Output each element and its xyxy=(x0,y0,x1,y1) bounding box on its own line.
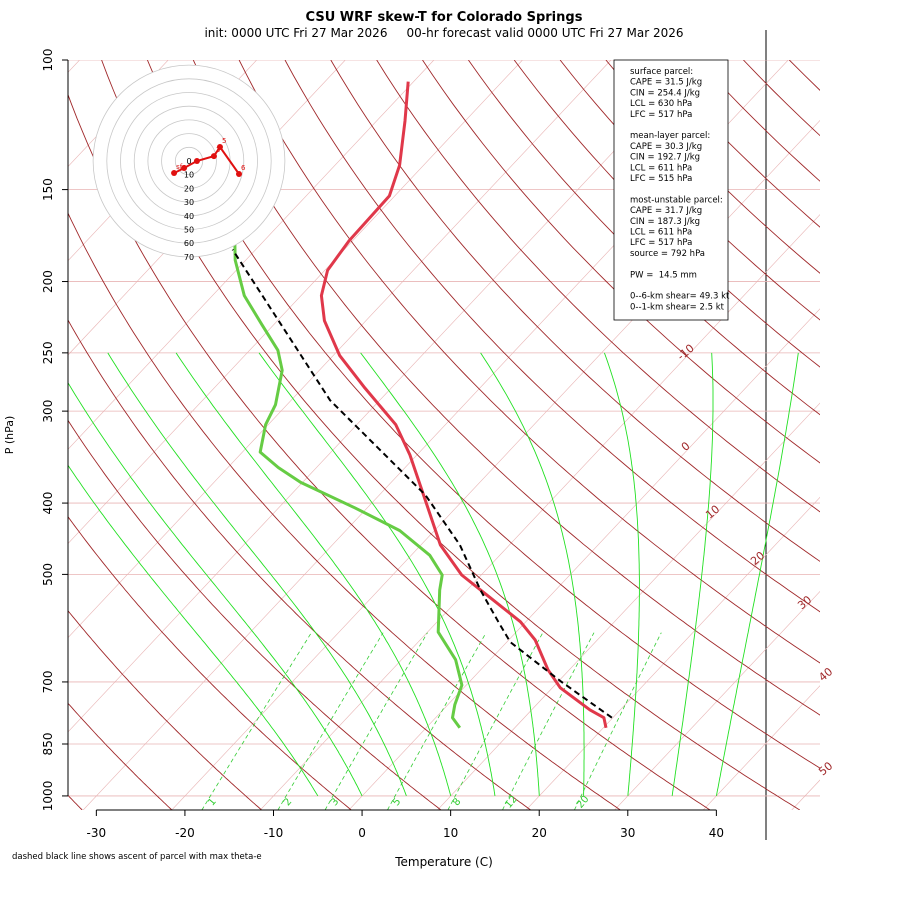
x-tick-label: 0 xyxy=(358,826,366,840)
stats-line: 0--6-km shear= 49.3 kt xyxy=(630,292,730,302)
y-tick-label: 1000 xyxy=(41,781,55,812)
stats-line: LFC = 515 hPa xyxy=(630,174,692,184)
stats-line: CAPE = 31.5 J/kg xyxy=(630,78,702,88)
x-tick-label: 40 xyxy=(709,826,724,840)
stats-line: LCL = 611 hPa xyxy=(630,228,692,238)
stats-line: CIN = 187.3 J/kg xyxy=(630,217,700,227)
hodograph-point-label: 6 xyxy=(241,164,246,172)
x-tick-label: 20 xyxy=(532,826,547,840)
stats-line: mean-layer parcel: xyxy=(630,131,710,141)
hodograph-ring-label: 10 xyxy=(184,171,194,180)
y-tick-label: 850 xyxy=(41,733,55,756)
stats-line: CAPE = 30.3 J/kg xyxy=(630,142,702,152)
x-tick-label: -10 xyxy=(264,826,284,840)
x-tick-label: 30 xyxy=(620,826,635,840)
stats-line: LFC = 517 hPa xyxy=(630,110,692,120)
hodograph-point-label: 5 xyxy=(222,137,226,145)
hodograph-point xyxy=(194,158,200,164)
hodograph-ring-label: 30 xyxy=(184,198,194,207)
stats-line: LFC = 517 hPa xyxy=(630,238,692,248)
stats-line: CAPE = 31.7 J/kg xyxy=(630,206,702,216)
y-tick-label: 150 xyxy=(41,178,55,201)
y-tick-label: 700 xyxy=(41,670,55,693)
hodograph-point xyxy=(181,165,187,171)
hodograph-ring-label: 40 xyxy=(184,212,194,221)
stats-line: surface parcel: xyxy=(630,67,693,77)
chart-subtitle: init: 0000 UTC Fri 27 Mar 2026 00-hr for… xyxy=(204,26,683,40)
stats-line: source = 792 hPa xyxy=(630,249,705,259)
x-tick-label: -30 xyxy=(87,826,107,840)
y-tick-label: 250 xyxy=(41,341,55,364)
hodograph-ring-label: 70 xyxy=(184,253,194,262)
y-tick-label: 300 xyxy=(41,400,55,423)
stats-line: LCL = 611 hPa xyxy=(630,163,692,173)
stats-line: 0--1-km shear= 2.5 kt xyxy=(630,302,725,312)
stats-line: PW = 14.5 mm xyxy=(630,270,697,280)
stats-line: LCL = 630 hPa xyxy=(630,99,692,109)
footnote: dashed black line shows ascent of parcel… xyxy=(12,852,262,862)
hodograph-ring-label: 20 xyxy=(184,184,194,193)
hodograph-ring-label: 50 xyxy=(184,226,194,235)
stats-line: most-unstable parcel: xyxy=(630,195,723,205)
x-tick-label: 10 xyxy=(443,826,458,840)
y-tick-label: 500 xyxy=(41,563,55,586)
chart-title: CSU WRF skew-T for Colorado Springs xyxy=(306,10,583,25)
y-tick-label: 200 xyxy=(41,270,55,293)
x-tick-label: -20 xyxy=(175,826,195,840)
stats-line: CIN = 192.7 J/kg xyxy=(630,153,700,163)
hodograph-ring-label: 60 xyxy=(184,239,194,248)
y-tick-label: 100 xyxy=(41,49,55,72)
stats-line: CIN = 254.4 J/kg xyxy=(630,88,700,98)
x-axis-label: Temperature (C) xyxy=(394,855,493,869)
y-axis-label: P (hPa) xyxy=(3,416,16,455)
y-tick-label: 400 xyxy=(41,492,55,515)
